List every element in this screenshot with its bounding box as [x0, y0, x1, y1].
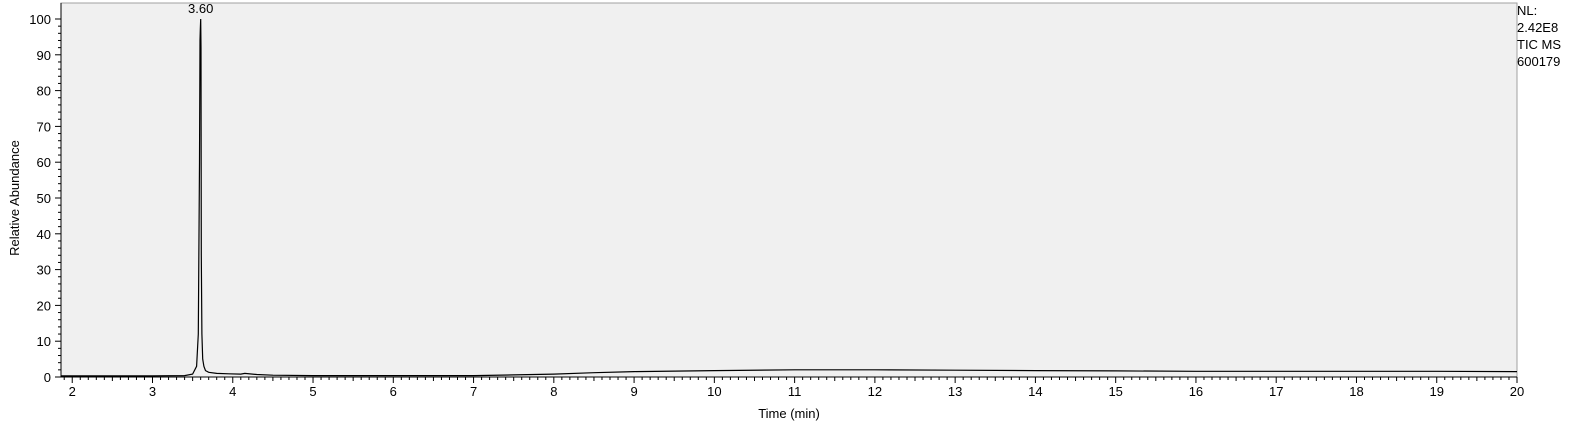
x-tick-label: 8: [550, 384, 557, 399]
x-tick-label: 2: [69, 384, 76, 399]
sample-id: 600179: [1517, 54, 1561, 69]
x-tick-label: 9: [630, 384, 637, 399]
scan-filter-label: TIC MS: [1517, 37, 1562, 52]
y-tick-label: 80: [37, 84, 51, 99]
y-tick-label: 70: [37, 119, 51, 134]
y-tick-label: 90: [37, 48, 51, 63]
x-tick-label: 18: [1349, 384, 1363, 399]
x-tick-label: 5: [309, 384, 316, 399]
x-tick-label: 13: [948, 384, 962, 399]
x-tick-label: 17: [1269, 384, 1283, 399]
x-axis-title: Time (min): [758, 406, 820, 421]
x-tick-label: 10: [707, 384, 721, 399]
x-tick-label: 16: [1189, 384, 1203, 399]
tic-trace-line: [61, 18, 1518, 377]
nl-label: NL:: [1517, 3, 1538, 18]
y-tick-label: 10: [37, 334, 51, 349]
x-tick-label: 20: [1510, 384, 1524, 399]
y-tick-label: 50: [37, 191, 51, 206]
x-tick-label: 6: [390, 384, 397, 399]
y-tick-label: 20: [37, 298, 51, 313]
x-tick-label: 19: [1430, 384, 1444, 399]
y-tick-label: 40: [37, 227, 51, 242]
x-tick-label: 3: [149, 384, 156, 399]
y-tick-label: 30: [37, 263, 51, 278]
plot-area: [60, 2, 1518, 378]
x-tick-label: 11: [788, 384, 802, 399]
x-tick-label: 4: [229, 384, 236, 399]
x-tick-label: 15: [1108, 384, 1122, 399]
x-tick-label: 14: [1028, 384, 1042, 399]
y-axis-title: Relative Abundance: [7, 140, 22, 256]
x-tick-label: 7: [470, 384, 477, 399]
y-tick-label: 60: [37, 155, 51, 170]
nl-value: 2.42E8: [1517, 20, 1559, 35]
scan-info-panel: NL: 2.42E8 TIC MS 600179: [1517, 2, 1583, 70]
y-tick-label: 0: [44, 370, 51, 385]
x-tick-label: 12: [868, 384, 882, 399]
peak-label: 3.60: [188, 1, 213, 16]
y-tick-label: 100: [29, 12, 51, 27]
